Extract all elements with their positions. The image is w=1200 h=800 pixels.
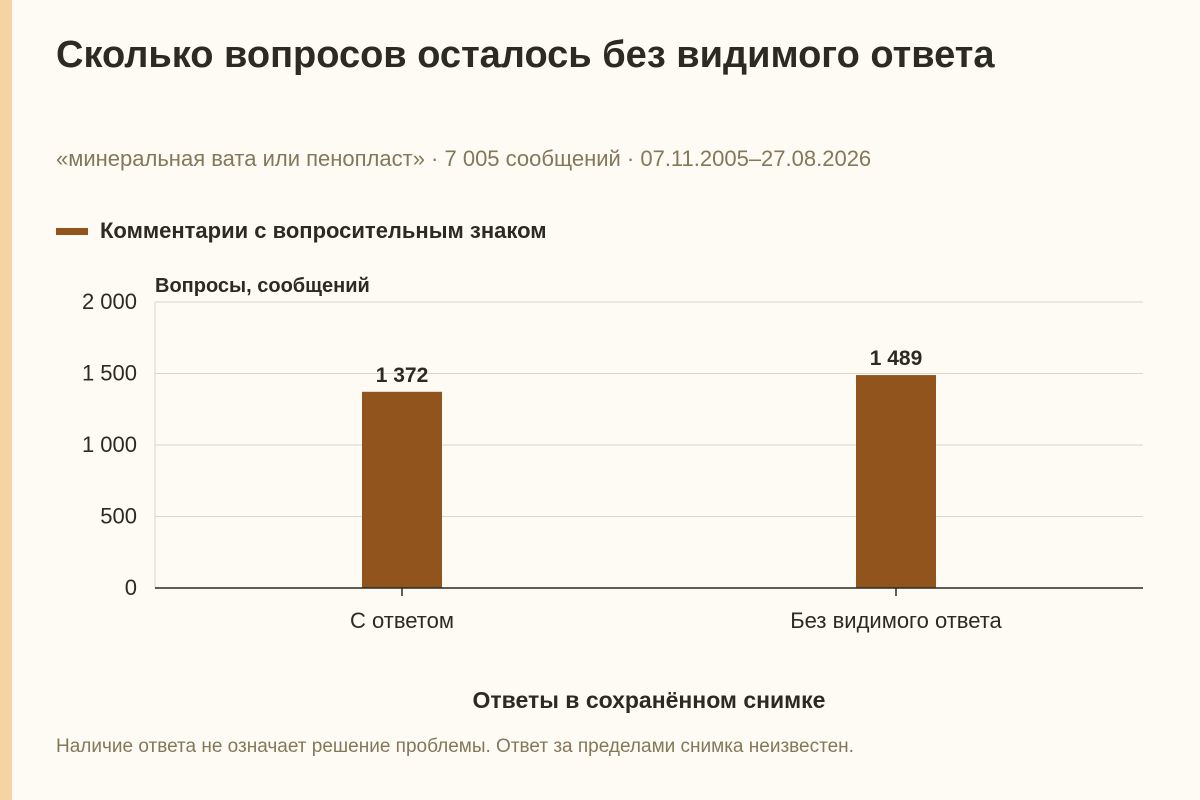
y-axis-label: Вопросы, сообщений: [155, 275, 370, 297]
chart-footnote: Наличие ответа не означает решение пробл…: [56, 736, 854, 757]
chart-title: Сколько вопросов осталось без видимого о…: [56, 34, 995, 76]
y-tick-label: 1 500: [82, 361, 137, 386]
legend-swatch: [56, 227, 88, 235]
y-tick-label: 2 000: [82, 289, 137, 314]
y-tick-label: 500: [100, 504, 137, 529]
y-tick-label: 1 000: [82, 432, 137, 457]
y-tick-label: 0: [125, 575, 137, 600]
bar: [362, 391, 442, 588]
bar-value-label: 1 372: [376, 364, 429, 387]
x-tick-label: Без видимого ответа: [790, 608, 1002, 633]
bar-value-label: 1 489: [870, 347, 923, 370]
legend-label: Комментарии с вопросительным знаком: [100, 218, 547, 243]
x-axis-label: Ответы в сохранённом снимке: [473, 687, 826, 713]
x-tick-label: С ответом: [350, 608, 454, 633]
legend: Комментарии с вопросительным знаком: [56, 218, 547, 244]
left-accent-strip: [0, 0, 12, 800]
bar: [856, 375, 936, 588]
chart-subtitle: «минеральная вата или пенопласт» · 7 005…: [56, 146, 872, 171]
